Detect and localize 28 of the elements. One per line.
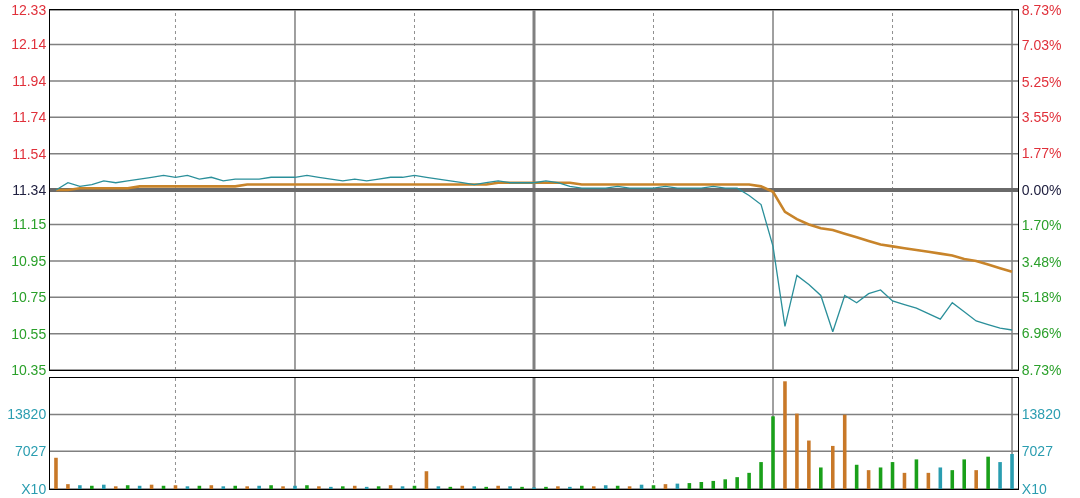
y2-tick-label: 7.03% <box>1021 36 1062 53</box>
y-tick-label: 11.74 <box>12 109 47 126</box>
y2-tick-label: 8.73% <box>1021 361 1062 378</box>
y-tick-label: X10 <box>21 480 47 497</box>
y-tick-label: 10.75 <box>11 289 47 306</box>
y-tick-label: 10.35 <box>11 361 47 378</box>
y2-tick-label: 0.00% <box>1021 181 1062 198</box>
y2-tick-label: 7027 <box>1021 443 1054 460</box>
y2-tick-label: 1.77% <box>1021 145 1062 162</box>
y-tick-label: 13820 <box>7 406 47 423</box>
y2-tick-label: 6.96% <box>1021 325 1062 342</box>
y2-tick-label: 13820 <box>1021 406 1061 423</box>
y-tick-label: 11.54 <box>12 145 47 162</box>
y-tick-label: 11.34 <box>12 181 47 198</box>
y2-tick-label: X10 <box>1021 480 1047 497</box>
y-tick-label: 12.14 <box>11 36 47 53</box>
y2-tick-label: 5.25% <box>1021 73 1062 90</box>
y-tick-label: 7027 <box>15 443 47 460</box>
y-tick-label: 10.55 <box>11 325 47 342</box>
y-tick-label: 11.15 <box>12 216 47 233</box>
y2-tick-label: 3.55% <box>1021 108 1062 125</box>
y2-tick-label: 5.18% <box>1021 288 1062 305</box>
y-tick-label: 12.33 <box>11 1 47 18</box>
y2-tick-label: 1.70% <box>1021 216 1062 233</box>
y2-tick-label: 8.73% <box>1021 1 1062 18</box>
y-tick-label: 11.94 <box>12 72 47 89</box>
y2-tick-label: 3.48% <box>1021 253 1062 270</box>
y-tick-label: 10.95 <box>11 252 47 269</box>
